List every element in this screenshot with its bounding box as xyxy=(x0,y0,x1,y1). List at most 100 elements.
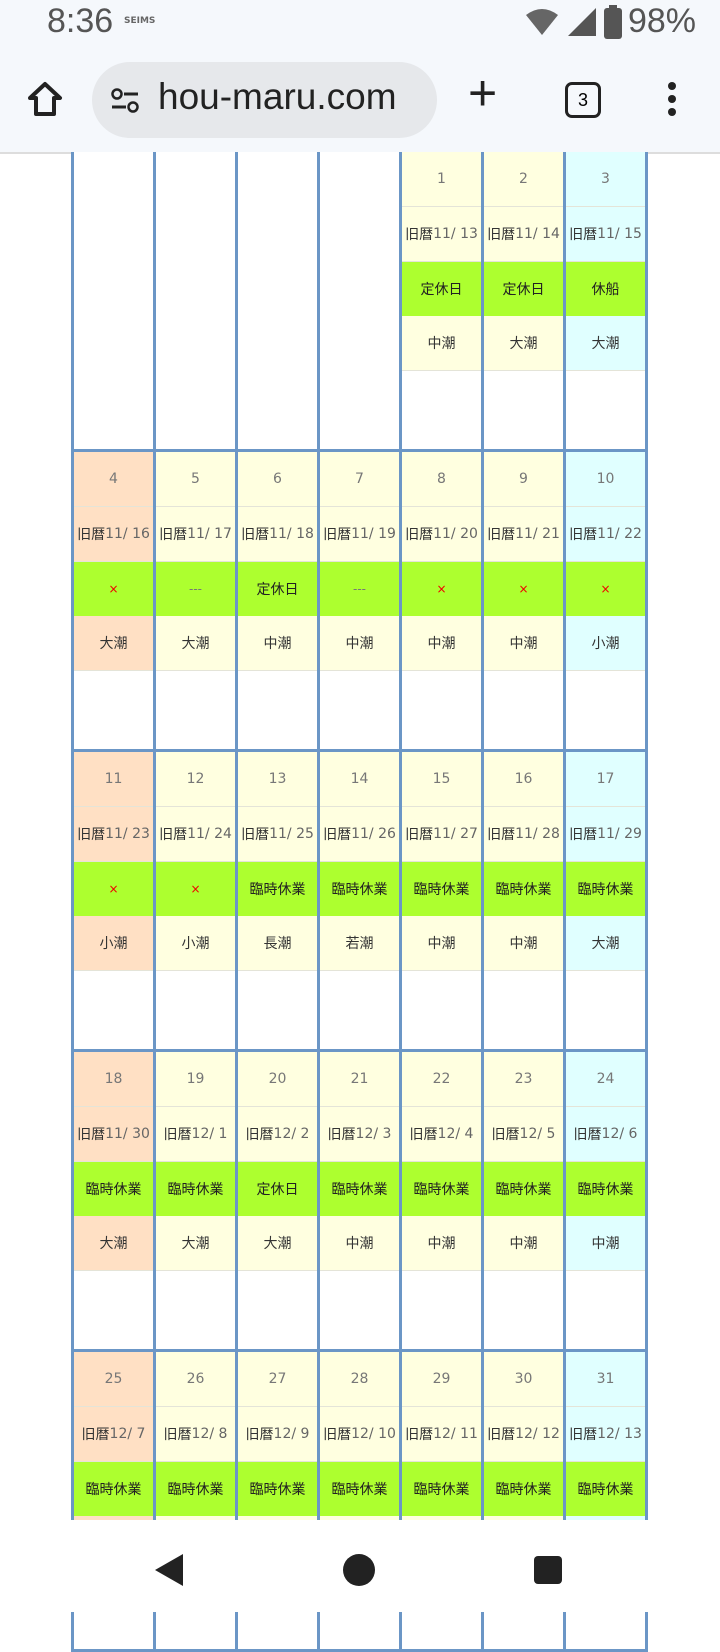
lunar-label: 旧暦 xyxy=(569,1427,598,1443)
notes-area xyxy=(566,1271,645,1349)
url-text[interactable]: hou-maru.com xyxy=(158,76,397,117)
lunar-value: 11/ 27 xyxy=(433,826,478,842)
address-bar[interactable]: hou-maru.com xyxy=(92,62,437,138)
tab-switcher-button[interactable]: 3 xyxy=(565,82,601,118)
tide: 中潮 xyxy=(484,916,563,971)
lunar-label: 旧暦 xyxy=(327,1127,356,1143)
lunar-label: 旧暦 xyxy=(405,527,434,543)
status[interactable]: 臨時休業 xyxy=(156,1162,235,1216)
day-cell[interactable]: 15 旧暦 11/ 27 臨時休業 中潮 xyxy=(399,752,481,1052)
day-number: 26 xyxy=(156,1352,235,1407)
day-cell[interactable]: 4 旧暦 11/ 16 × 大潮 xyxy=(71,452,153,752)
lunar-date: 旧暦 11/ 24 xyxy=(156,807,235,862)
day-cell[interactable]: 7 旧暦 11/ 19 --- 中潮 xyxy=(317,452,399,752)
status[interactable]: 臨時休業 xyxy=(320,1162,399,1216)
status-text: 臨時休業 xyxy=(167,1182,224,1198)
status-text: 臨時休業 xyxy=(577,882,634,898)
status[interactable]: 臨時休業 xyxy=(402,862,481,916)
status[interactable]: 臨時休業 xyxy=(74,1462,153,1516)
new-tab-button[interactable]: + xyxy=(468,65,498,121)
status[interactable]: 臨時休業 xyxy=(238,1462,317,1516)
status-text: 臨時休業 xyxy=(495,1182,552,1198)
status[interactable]: 臨時休業 xyxy=(402,1162,481,1216)
day-cell[interactable]: 17 旧暦 11/ 29 臨時休業 大潮 xyxy=(563,752,648,1052)
notes-area xyxy=(74,971,153,1049)
calendar-week: 4 旧暦 11/ 16 × 大潮 5 旧暦 11/ 17 --- 大潮 6 旧暦 11/ 18 定休日 中潮… xyxy=(71,452,648,752)
day-cell[interactable]: 18 旧暦 11/ 30 臨時休業 大潮 xyxy=(71,1052,153,1352)
status[interactable]: × xyxy=(566,562,645,616)
status[interactable]: × xyxy=(74,562,153,616)
lunar-date: 旧暦 11/ 18 xyxy=(238,507,317,562)
tide: 中潮 xyxy=(566,1216,645,1271)
carrier-label: SEIMS xyxy=(124,16,156,26)
status[interactable]: 臨時休業 xyxy=(238,862,317,916)
home-icon[interactable] xyxy=(26,80,64,118)
day-cell[interactable]: 22 旧暦 12/ 4 臨時休業 中潮 xyxy=(399,1052,481,1352)
status[interactable]: 臨時休業 xyxy=(320,862,399,916)
status[interactable]: 臨時休業 xyxy=(484,1162,563,1216)
status[interactable]: × xyxy=(156,862,235,916)
status[interactable]: 臨時休業 xyxy=(566,862,645,916)
home-nav-icon[interactable] xyxy=(343,1554,375,1586)
lunar-date: 旧暦 11/ 19 xyxy=(320,507,399,562)
day-cell[interactable]: 23 旧暦 12/ 5 臨時休業 中潮 xyxy=(481,1052,563,1352)
lunar-value: 12/ 13 xyxy=(597,1426,642,1442)
wifi-icon xyxy=(525,8,558,35)
day-cell[interactable]: 2 旧暦 11/ 14 定休日 大潮 xyxy=(481,152,563,452)
status[interactable]: × xyxy=(74,862,153,916)
status-text: --- xyxy=(353,582,366,596)
status[interactable]: 臨時休業 xyxy=(402,1462,481,1516)
status[interactable]: 定休日 xyxy=(402,262,481,316)
lunar-value: 12/ 6 xyxy=(601,1126,638,1142)
day-cell[interactable]: 11 旧暦 11/ 23 × 小潮 xyxy=(71,752,153,1052)
day-number: 4 xyxy=(74,452,153,507)
status[interactable]: 臨時休業 xyxy=(156,1462,235,1516)
status[interactable]: 臨時休業 xyxy=(320,1462,399,1516)
status[interactable]: 定休日 xyxy=(238,562,317,616)
tide: 大潮 xyxy=(238,1216,317,1271)
status[interactable]: 臨時休業 xyxy=(566,1462,645,1516)
status[interactable]: × xyxy=(484,562,563,616)
lunar-date: 旧暦 12/ 2 xyxy=(238,1107,317,1162)
day-cell[interactable]: 3 旧暦 11/ 15 休船 大潮 xyxy=(563,152,648,452)
lunar-value: 12/ 10 xyxy=(351,1426,396,1442)
day-cell[interactable]: 12 旧暦 11/ 24 × 小潮 xyxy=(153,752,235,1052)
lunar-label: 旧暦 xyxy=(163,1427,192,1443)
notes-area xyxy=(402,671,481,749)
status[interactable]: 定休日 xyxy=(484,262,563,316)
status[interactable]: --- xyxy=(320,562,399,616)
lunar-date: 旧暦 12/ 8 xyxy=(156,1407,235,1462)
lunar-date: 旧暦 12/ 10 xyxy=(320,1407,399,1462)
status[interactable]: 臨時休業 xyxy=(484,862,563,916)
status[interactable]: 臨時休業 xyxy=(566,1162,645,1216)
day-cell[interactable]: 1 旧暦 11/ 13 定休日 中潮 xyxy=(399,152,481,452)
day-cell[interactable]: 14 旧暦 11/ 26 臨時休業 若潮 xyxy=(317,752,399,1052)
status[interactable]: × xyxy=(402,562,481,616)
day-cell[interactable]: 20 旧暦 12/ 2 定休日 大潮 xyxy=(235,1052,317,1352)
lunar-date: 旧暦 11/ 30 xyxy=(74,1107,153,1162)
day-number: 24 xyxy=(566,1052,645,1107)
status[interactable]: 休船 xyxy=(566,262,645,316)
status[interactable]: 臨時休業 xyxy=(74,1162,153,1216)
recents-icon[interactable] xyxy=(534,1556,562,1584)
tide: 大潮 xyxy=(74,1216,153,1271)
site-settings-icon[interactable] xyxy=(110,88,140,114)
status[interactable]: 臨時休業 xyxy=(484,1462,563,1516)
day-cell[interactable]: 24 旧暦 12/ 6 臨時休業 中潮 xyxy=(563,1052,648,1352)
day-cell[interactable]: 10 旧暦 11/ 22 × 小潮 xyxy=(563,452,648,752)
back-icon[interactable] xyxy=(155,1554,183,1586)
more-menu-button[interactable] xyxy=(668,82,676,121)
day-cell[interactable]: 21 旧暦 12/ 3 臨時休業 中潮 xyxy=(317,1052,399,1352)
status-text: --- xyxy=(189,582,202,596)
status[interactable]: 定休日 xyxy=(238,1162,317,1216)
day-cell[interactable]: 9 旧暦 11/ 21 × 中潮 xyxy=(481,452,563,752)
notes-area xyxy=(566,971,645,1049)
day-cell[interactable]: 19 旧暦 12/ 1 臨時休業 大潮 xyxy=(153,1052,235,1352)
day-cell[interactable]: 8 旧暦 11/ 20 × 中潮 xyxy=(399,452,481,752)
lunar-value: 11/ 28 xyxy=(515,826,560,842)
day-cell[interactable]: 13 旧暦 11/ 25 臨時休業 長潮 xyxy=(235,752,317,1052)
status[interactable]: --- xyxy=(156,562,235,616)
day-cell[interactable]: 6 旧暦 11/ 18 定休日 中潮 xyxy=(235,452,317,752)
day-cell[interactable]: 16 旧暦 11/ 28 臨時休業 中潮 xyxy=(481,752,563,1052)
day-cell[interactable]: 5 旧暦 11/ 17 --- 大潮 xyxy=(153,452,235,752)
